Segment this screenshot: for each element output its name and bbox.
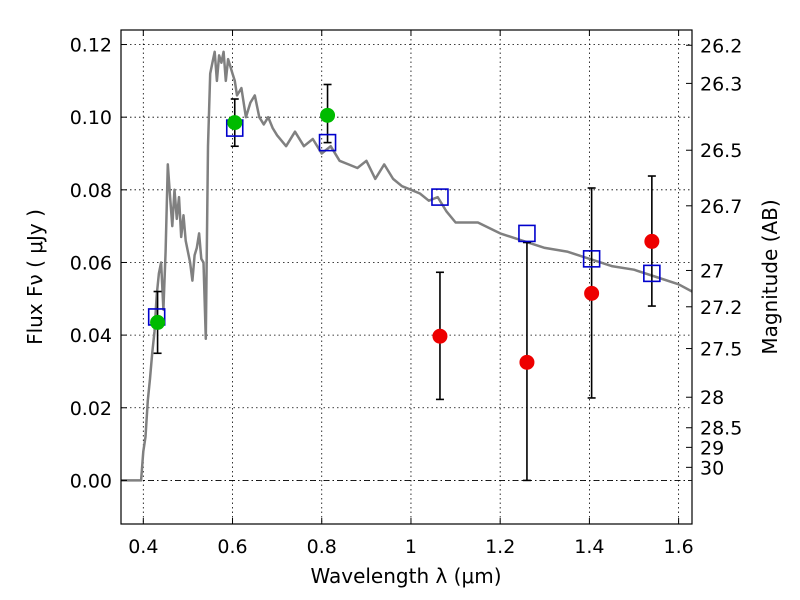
x-tick-label: 1.6 — [664, 536, 694, 558]
x-tick-label: 0.8 — [307, 536, 337, 558]
y-tick-label: 0.04 — [70, 325, 112, 347]
y2-tick-label: 28.5 — [700, 418, 742, 440]
y-tick-label: 0.12 — [70, 35, 112, 57]
nir-point — [519, 354, 535, 370]
detection-point — [150, 314, 166, 330]
x-axis-ticks: 0.4 0.6 0.8 1 1.2 1.4 1.6 — [128, 30, 694, 558]
y2-tick-label: 26.5 — [700, 140, 742, 162]
y2-tick-label: 26.3 — [700, 73, 742, 95]
model-point-square — [518, 224, 536, 243]
x-tick-label: 1.4 — [574, 536, 604, 558]
x-tick-label: 1.2 — [485, 536, 515, 558]
x-tick-label: 1 — [405, 536, 417, 558]
plot-frame — [120, 29, 693, 525]
y2-tick-label: 27.2 — [700, 297, 742, 319]
error-bars — [153, 83, 656, 482]
nir-point — [584, 285, 600, 301]
y-tick-label: 0.06 — [70, 252, 112, 274]
y-axis-title: Flux Fν ( μJy ) — [23, 209, 47, 345]
y-tick-label: 0.02 — [70, 398, 112, 420]
y-axis-ticks: 0.00 0.02 0.04 0.06 0.08 0.10 0.12 — [70, 35, 127, 492]
x-tick-label: 0.4 — [128, 536, 158, 558]
y2-tick-label: 27.5 — [700, 339, 742, 361]
model-point-square — [643, 264, 661, 283]
model-point-square — [318, 133, 337, 152]
nir-point — [432, 328, 448, 344]
y2-tick-label: 26.2 — [700, 35, 742, 57]
detection-point — [320, 107, 336, 123]
observed-photometry-markers — [150, 107, 660, 370]
y2-axis-title: Magnitude (AB) — [758, 199, 782, 354]
y2-tick-label: 30 — [700, 457, 724, 479]
y2-tick-label: 27 — [700, 260, 724, 282]
model-photometry-markers — [147, 119, 661, 326]
y-tick-label: 0.00 — [70, 470, 112, 492]
model-point-square — [582, 250, 601, 268]
y2-tick-label: 28 — [700, 387, 724, 409]
model-point-square — [431, 188, 449, 206]
x-axis-title: Wavelength λ (μm) — [310, 564, 501, 588]
detection-point — [227, 115, 243, 131]
x-tick-label: 0.6 — [217, 536, 247, 558]
y-tick-label: 0.10 — [70, 107, 112, 129]
y-tick-label: 0.08 — [70, 180, 112, 202]
nir-point — [644, 233, 660, 249]
model-spectrum — [121, 50, 693, 482]
y2-tick-label: 29 — [700, 437, 724, 459]
model-spectrum-line — [121, 50, 693, 482]
y2-tick-label: 26.7 — [700, 196, 742, 218]
